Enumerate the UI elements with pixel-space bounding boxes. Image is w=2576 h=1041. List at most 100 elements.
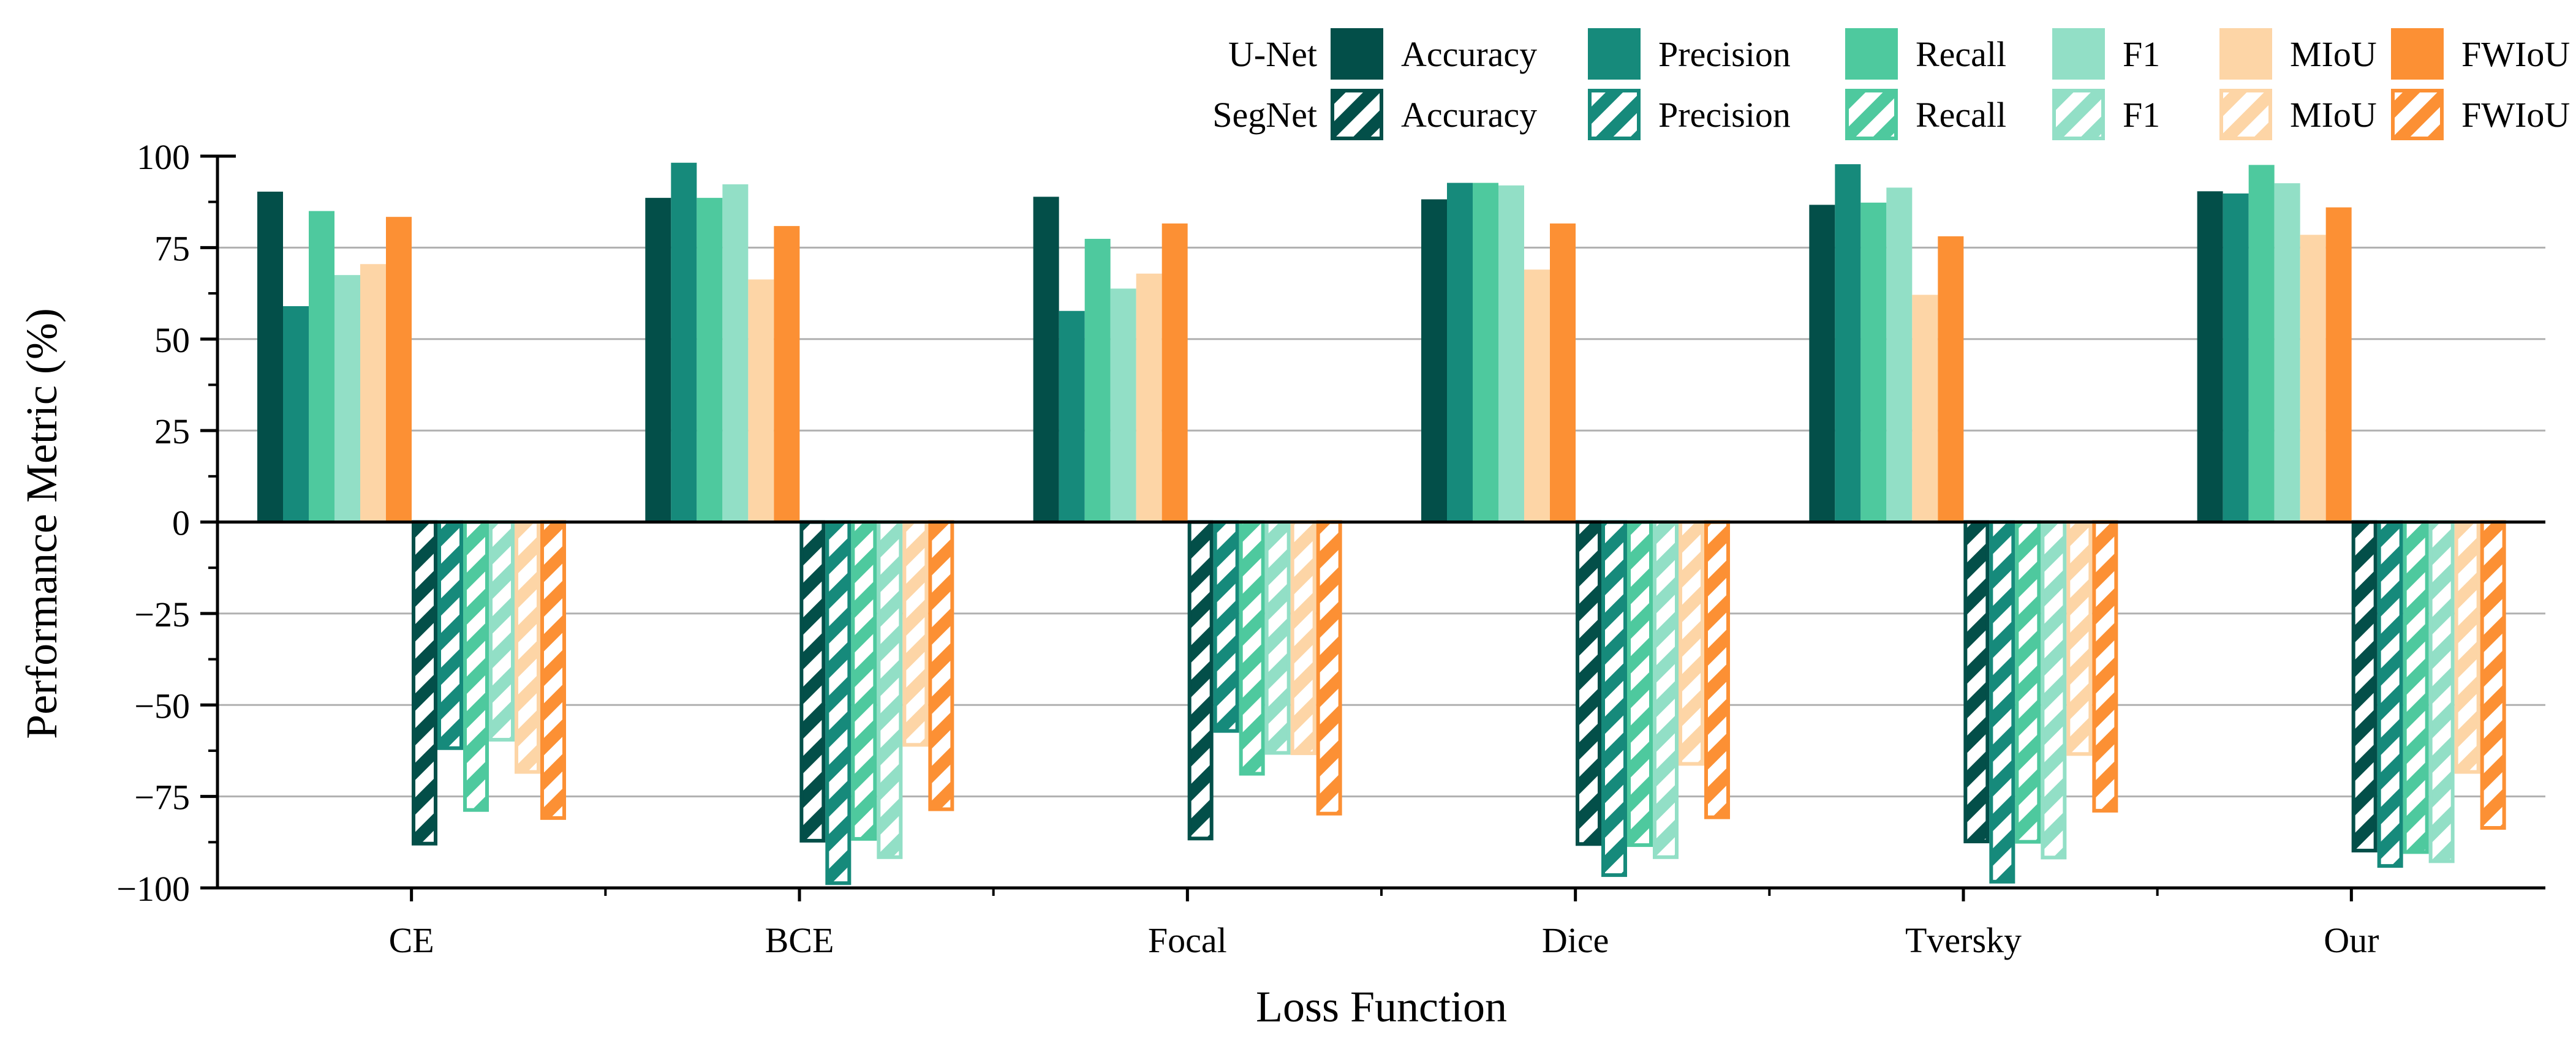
bar-segnet-miou-bce xyxy=(902,520,929,747)
bar-segnet-miou-focal xyxy=(1290,520,1316,756)
y-tick-label: −75 xyxy=(134,778,190,817)
bar-segnet-accuracy-bce xyxy=(799,520,826,843)
legend-label-f1: F1 xyxy=(2123,34,2160,74)
legend-label-recall: Recall xyxy=(1916,34,2006,74)
legend-swatch-accuracy xyxy=(1331,28,1383,80)
bar-unet-fwiou-ce xyxy=(386,217,412,522)
legend-swatch-miou-hatched xyxy=(2219,89,2272,140)
bar-unet-precision-our xyxy=(2223,193,2249,522)
bar-unet-miou-bce xyxy=(748,279,774,522)
x-tick-label: Tversky xyxy=(1905,920,2022,960)
axes: 100 75 50 25 0 −25 −50 −75 −100 CE BCE Focal Dice Tve… xyxy=(116,137,2545,960)
bar-segnet-fwiou-ce xyxy=(540,520,566,820)
bar-unet-fwiou-our xyxy=(2325,207,2352,522)
legend-swatch-precision-hatched xyxy=(1588,89,1641,140)
legend-swatch-fwiou-hatched xyxy=(2391,89,2444,140)
legend-model-u-net: U-Net xyxy=(1228,34,1317,74)
bar-unet-recall-our xyxy=(2248,165,2275,522)
legend-swatch-miou xyxy=(2219,28,2272,80)
bar-unet-recall-bce xyxy=(697,198,723,522)
bar-segnet-accuracy-our xyxy=(2351,520,2378,853)
bar-unet-f1-tversky xyxy=(1886,187,1913,522)
y-tick-label: 75 xyxy=(154,228,190,268)
bar-segnet-fwiou-tversky xyxy=(2092,520,2118,813)
legend-label-f1: F1 xyxy=(2123,95,2160,135)
bar-segnet-precision-dice xyxy=(1601,520,1627,878)
bar-segnet-precision-focal xyxy=(1213,520,1239,733)
bar-unet-fwiou-dice xyxy=(1550,223,1576,522)
legend-label-recall: Recall xyxy=(1916,95,2006,135)
bar-segnet-miou-tversky xyxy=(2066,520,2093,756)
bar-unet-fwiou-bce xyxy=(774,226,800,522)
legend-label-fwiou: FWIoU xyxy=(2461,95,2570,135)
bar-segnet-f1-dice xyxy=(1653,520,1679,859)
y-tick-label: 50 xyxy=(154,320,190,360)
bar-unet-f1-our xyxy=(2274,183,2300,522)
bar-unet-f1-bce xyxy=(722,184,749,522)
x-tick-label: BCE xyxy=(765,920,834,960)
legend-label-precision: Precision xyxy=(1658,95,1791,135)
legend-label-miou: MIoU xyxy=(2290,95,2377,135)
bar-unet-accuracy-bce xyxy=(645,198,671,522)
bar-unet-accuracy-tversky xyxy=(1809,205,1835,522)
bar-segnet-recall-dice xyxy=(1627,520,1653,847)
y-tick-label: 100 xyxy=(137,137,190,177)
legend-label-accuracy: Accuracy xyxy=(1401,34,1537,74)
bar-segnet-fwiou-dice xyxy=(1704,520,1730,819)
legend-swatch-f1-hatched xyxy=(2052,89,2105,140)
bar-segnet-f1-bce xyxy=(877,520,903,859)
legend-label-fwiou: FWIoU xyxy=(2461,34,2570,74)
legend-swatch-recall xyxy=(1845,28,1898,80)
bar-unet-recall-ce xyxy=(309,211,334,522)
bar-segnet-accuracy-focal xyxy=(1187,520,1214,841)
bar-segnet-recall-focal xyxy=(1239,520,1265,776)
bar-segnet-miou-dice xyxy=(1679,520,1704,766)
bar-unet-miou-ce xyxy=(360,264,386,522)
y-axis-label: Performance Metric (%) xyxy=(17,308,66,739)
bar-segnet-accuracy-ce xyxy=(412,520,437,846)
bar-unet-precision-focal xyxy=(1059,310,1085,522)
y-tick-label: −25 xyxy=(134,595,190,634)
bars xyxy=(257,162,2506,885)
bar-segnet-fwiou-focal xyxy=(1316,520,1342,816)
bar-segnet-recall-our xyxy=(2403,520,2429,854)
legend-label-precision: Precision xyxy=(1658,34,1791,74)
bar-unet-f1-ce xyxy=(334,275,360,522)
bar-unet-precision-dice xyxy=(1447,182,1473,522)
bar-unet-accuracy-ce xyxy=(257,191,283,522)
legend-swatch-f1 xyxy=(2052,28,2105,80)
bar-segnet-miou-our xyxy=(2454,520,2480,774)
x-axis-label: Loss Function xyxy=(1256,982,1507,1031)
bar-segnet-precision-our xyxy=(2377,520,2403,868)
bar-segnet-fwiou-our xyxy=(2480,520,2506,830)
bar-unet-recall-tversky xyxy=(1860,202,1887,522)
bar-unet-fwiou-tversky xyxy=(1938,236,1964,522)
bar-segnet-fwiou-bce xyxy=(928,520,954,811)
bar-segnet-accuracy-tversky xyxy=(1963,520,1990,844)
legend-swatch-precision xyxy=(1588,28,1641,80)
bar-segnet-f1-ce xyxy=(489,520,515,742)
bar-segnet-recall-bce xyxy=(851,520,877,841)
legend-swatch-accuracy-hatched xyxy=(1331,89,1383,140)
bar-segnet-precision-ce xyxy=(437,520,463,750)
bar-unet-precision-bce xyxy=(671,162,697,522)
bar-unet-miou-dice xyxy=(1524,269,1550,522)
bar-segnet-accuracy-dice xyxy=(1576,520,1601,846)
bar-segnet-precision-bce xyxy=(825,520,852,885)
bar-unet-precision-tversky xyxy=(1835,164,1861,522)
y-tick-label: 0 xyxy=(172,503,190,543)
y-tick-label: 25 xyxy=(154,412,190,451)
legend-label-accuracy: Accuracy xyxy=(1401,95,1537,135)
bar-unet-fwiou-focal xyxy=(1161,223,1188,522)
bar-unet-accuracy-our xyxy=(2197,191,2223,522)
legend-swatch-fwiou xyxy=(2391,28,2444,80)
bar-unet-miou-focal xyxy=(1136,273,1162,522)
bar-unet-miou-tversky xyxy=(1912,295,1938,522)
bar-segnet-recall-tversky xyxy=(2015,520,2041,844)
legend-label-miou: MIoU xyxy=(2290,34,2377,74)
x-tick-label: Our xyxy=(2324,920,2379,960)
bar-unet-recall-dice xyxy=(1473,182,1498,522)
grid-lines xyxy=(217,246,2545,798)
y-tick-label: −100 xyxy=(116,869,190,909)
